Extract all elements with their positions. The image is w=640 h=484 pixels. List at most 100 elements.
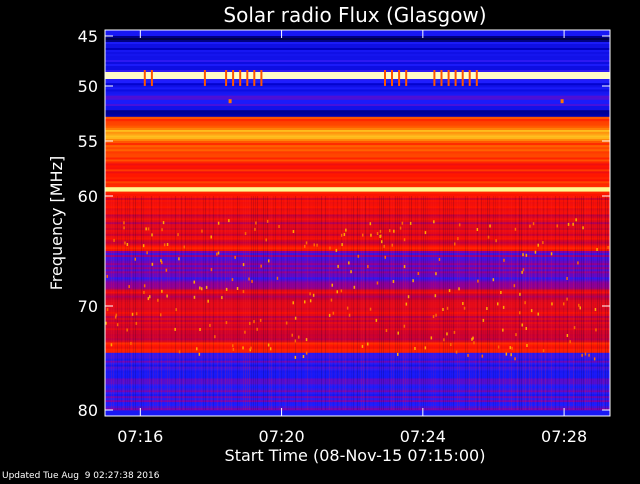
frequency-band [105, 336, 610, 339]
speckle [149, 295, 151, 299]
frequency-band [105, 406, 610, 409]
texture-streak [191, 196, 192, 410]
speckle [217, 221, 220, 225]
speckle [147, 297, 150, 301]
frequency-band [105, 322, 610, 325]
frequency-band [105, 81, 610, 84]
texture-streak [385, 196, 386, 410]
speckle [175, 308, 177, 312]
frequency-band [105, 404, 610, 407]
speckle [542, 349, 545, 353]
texture-streak [355, 196, 356, 410]
texture-streak [433, 196, 434, 410]
frequency-band [105, 388, 610, 391]
texture-streak [521, 196, 522, 410]
frequency-band [105, 229, 610, 233]
frequency-band [105, 97, 610, 101]
speckle [424, 346, 427, 350]
texture-streak [345, 196, 346, 410]
frequency-band [105, 368, 610, 371]
frequency-band [105, 48, 610, 51]
frequency-band [105, 42, 610, 45]
frequency-band [105, 76, 610, 80]
frequency-band [105, 153, 610, 156]
updated-timestamp: Updated Tue Aug 9 02:27:38 2016 [2, 471, 160, 480]
speckle [519, 292, 521, 296]
texture-streak [277, 196, 278, 410]
frequency-band [105, 112, 610, 115]
frequency-band [105, 346, 610, 350]
speckle [575, 218, 577, 222]
speckle [495, 239, 497, 243]
texture-streak [529, 196, 530, 410]
speckle [578, 303, 580, 307]
frequency-band [105, 218, 610, 221]
texture-streak [513, 196, 514, 410]
speckle [231, 278, 234, 282]
texture-streak [559, 196, 560, 410]
speckle [593, 357, 596, 361]
speckle [403, 324, 406, 328]
texture-streak [435, 196, 436, 410]
speckle [369, 222, 372, 226]
texture-streak [337, 196, 338, 410]
texture-streak [267, 196, 268, 410]
texture-streak [371, 196, 372, 410]
speckle [166, 243, 169, 246]
frequency-band [105, 400, 610, 403]
texture-streak [207, 196, 208, 410]
frequency-band [105, 187, 610, 190]
texture-streak [131, 196, 132, 410]
speckle [260, 264, 262, 268]
frequency-band [105, 135, 610, 138]
frequency-band [105, 157, 610, 160]
interference-tick [447, 70, 450, 86]
speckle [166, 294, 168, 298]
texture-streak [155, 196, 156, 410]
texture-streak [533, 196, 534, 410]
texture-streak [325, 196, 326, 410]
speckle [405, 302, 408, 306]
chart-title: Solar radio Flux (Glasgow) [223, 3, 486, 27]
frequency-band [105, 173, 610, 176]
speckle [259, 318, 262, 322]
speckle [345, 228, 347, 232]
speckle [160, 313, 162, 317]
texture-streak [333, 196, 334, 410]
frequency-band [105, 177, 610, 180]
speckle [269, 347, 272, 351]
interference-tick [232, 70, 235, 86]
texture-streak [547, 196, 548, 410]
speckle [162, 221, 165, 225]
speckle [505, 352, 508, 356]
frequency-band [105, 125, 610, 129]
speckle [161, 261, 163, 265]
interference-tick [391, 70, 393, 86]
texture-streak [541, 196, 542, 410]
texture-streak [539, 196, 540, 410]
texture-streak [339, 196, 340, 410]
texture-streak [167, 196, 168, 410]
speckle [336, 290, 338, 294]
texture-streak [599, 196, 600, 410]
speckle [294, 316, 297, 320]
speckle [489, 224, 491, 228]
speckle [403, 265, 406, 269]
speckle [417, 272, 420, 275]
texture-streak [275, 196, 276, 410]
frequency-band [105, 241, 610, 244]
texture-streak [299, 196, 300, 410]
x-axis-label: Start Time (08-Nov-15 07:15:00) [225, 446, 486, 465]
frequency-band [105, 189, 610, 192]
speckle [151, 262, 154, 266]
speckle [126, 243, 129, 246]
speckle [446, 332, 448, 336]
texture-streak [349, 196, 350, 410]
texture-streak [153, 196, 154, 410]
y-axis-label: Frequency [MHz] [47, 156, 66, 290]
texture-streak [363, 196, 364, 410]
texture-streak [301, 196, 302, 410]
speckle [399, 226, 402, 230]
speckle [114, 315, 117, 319]
